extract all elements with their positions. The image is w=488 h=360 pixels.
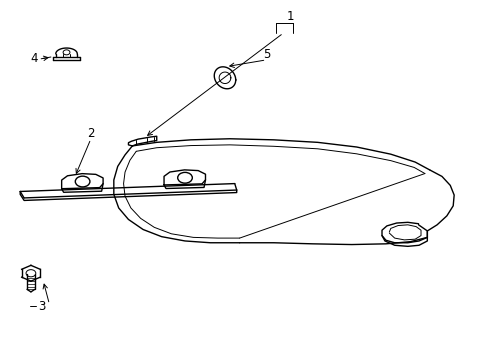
Text: 2: 2 — [87, 127, 95, 140]
Text: 4: 4 — [30, 52, 38, 65]
Text: 5: 5 — [262, 48, 269, 61]
Text: 3: 3 — [39, 300, 46, 313]
Text: 1: 1 — [286, 10, 294, 23]
